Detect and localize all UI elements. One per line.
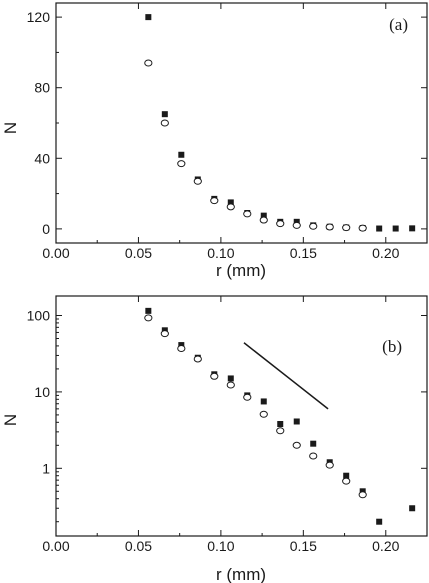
filled-square-point	[376, 225, 383, 232]
x-tick-label: 0.10	[207, 538, 234, 554]
x-tick-label: 0.20	[372, 538, 399, 554]
open-circle-point	[358, 224, 367, 232]
x-tick-label: 0.20	[372, 245, 399, 261]
x-axis-label-b: r (mm)	[216, 565, 266, 583]
data-points-a	[144, 14, 416, 232]
open-circle-point	[226, 203, 235, 211]
open-circle-point	[160, 330, 169, 338]
panel-label-b: (b)	[382, 337, 402, 356]
y-ticks-a: 0 40 80 120	[27, 9, 427, 237]
y-tick-label: 10	[34, 384, 50, 400]
filled-square-point	[227, 375, 234, 382]
open-circle-point	[177, 160, 186, 168]
y-tick-label: 1	[42, 460, 50, 476]
filled-square-point	[145, 14, 152, 21]
x-tick-label: 0.15	[290, 538, 317, 554]
reference-slope-line-b	[243, 342, 329, 410]
y-tick-label: 120	[27, 9, 51, 25]
x-tick-label: 0.00	[42, 245, 69, 261]
x-tick-label: 0.10	[207, 245, 234, 261]
filled-square-point	[376, 518, 383, 525]
open-circle-point	[309, 452, 318, 460]
filled-square-point	[260, 212, 267, 219]
open-circle-point	[144, 59, 153, 67]
filled-square-point	[161, 111, 168, 118]
open-circle-point	[292, 441, 301, 449]
plot-frame-b	[55, 295, 428, 537]
filled-square-point	[392, 225, 399, 232]
filled-square-point	[145, 307, 152, 314]
y-tick-label: 0	[42, 221, 50, 237]
panel-b: 0.00 0.05 0.10 0.15 0.20 1 10 100 (b) r (mm) N	[1, 295, 428, 583]
x-tick-label: 0.05	[125, 245, 152, 261]
open-circle-point	[226, 381, 235, 389]
open-circle-point	[160, 119, 169, 127]
open-circle-point	[342, 477, 351, 485]
filled-square-point	[293, 418, 300, 425]
x-axis-label-a: r (mm)	[216, 261, 266, 280]
filled-square-point	[409, 225, 416, 232]
x-tick-label: 0.15	[290, 245, 317, 261]
plot-frame-a	[55, 2, 428, 244]
y-tick-label: 100	[27, 308, 51, 324]
filled-square-point	[227, 199, 234, 206]
open-circle-point	[177, 344, 186, 352]
x-tick-label: 0.05	[125, 538, 152, 554]
open-circle-point	[259, 216, 268, 224]
open-circle-point	[144, 314, 153, 322]
open-circle-point	[276, 427, 285, 435]
x-ticks-b: 0.00 0.05 0.10 0.15 0.20	[42, 296, 400, 554]
y-tick-label: 40	[34, 150, 50, 166]
open-circle-point	[342, 224, 351, 232]
y-ticks-b: 1 10 100	[27, 308, 427, 523]
open-circle-point	[193, 355, 202, 363]
open-circle-point	[243, 393, 252, 401]
panel-a: 0.00 0.05 0.10 0.15 0.20 0 40 80 120 (a) r (mm)…	[1, 2, 428, 280]
open-circle-point	[325, 461, 334, 469]
filled-square-point	[178, 151, 185, 158]
panel-label-a: (a)	[389, 15, 408, 34]
open-circle-point	[210, 372, 219, 380]
x-ticks-a: 0.00 0.05 0.10 0.15 0.20	[42, 3, 400, 261]
open-circle-point	[243, 210, 252, 218]
open-circle-point	[276, 220, 285, 228]
open-circle-point	[259, 410, 268, 418]
y-axis-label-a: N	[1, 122, 20, 134]
open-circle-point	[193, 177, 202, 185]
filled-square-point	[260, 398, 267, 405]
filled-square-point	[409, 505, 416, 512]
open-circle-point	[325, 223, 334, 231]
open-circle-point	[292, 221, 301, 229]
open-circle-point	[358, 491, 367, 499]
y-axis-label-b: N	[1, 414, 20, 426]
x-tick-label: 0.00	[42, 538, 69, 554]
data-points-b	[144, 307, 416, 525]
y-tick-label: 80	[34, 80, 50, 96]
filled-square-point	[277, 421, 284, 428]
filled-square-point	[293, 218, 300, 225]
open-circle-point	[210, 197, 219, 205]
open-circle-point	[309, 222, 318, 230]
filled-square-point	[343, 472, 350, 479]
filled-square-point	[310, 440, 317, 447]
